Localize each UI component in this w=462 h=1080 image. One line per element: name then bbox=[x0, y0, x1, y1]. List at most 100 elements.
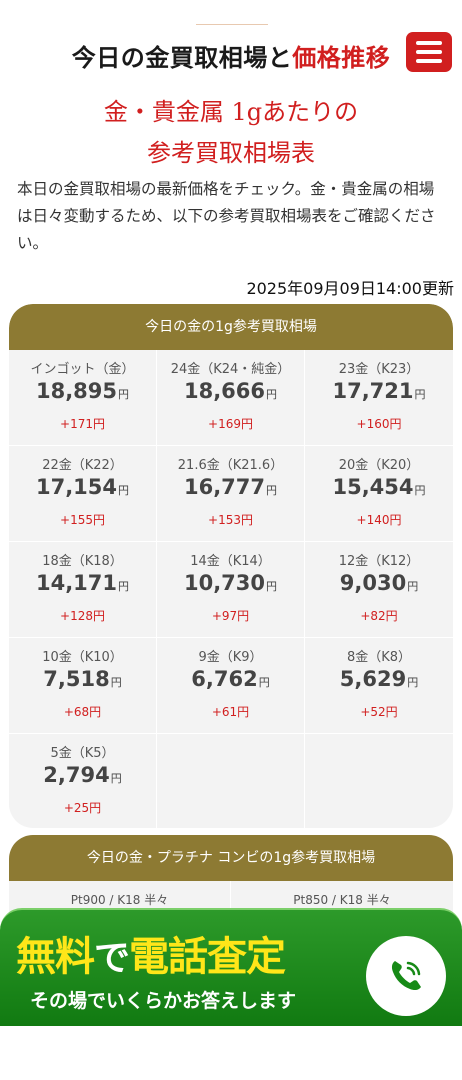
gold-price-value: 10,730円 bbox=[157, 569, 304, 599]
price-unit: 円 bbox=[110, 772, 122, 785]
price-number: 6,762 bbox=[191, 667, 258, 691]
gold-price-cell: 24金（K24・純金） 18,666円 +169円 bbox=[157, 350, 305, 446]
empty-cell bbox=[305, 734, 453, 828]
price-number: 10,730 bbox=[183, 571, 266, 595]
gold-price-value: 7,518円 bbox=[9, 665, 156, 695]
combo-price-row: Pt900 / K18 半々 Pt850 / K18 半々 bbox=[9, 881, 453, 925]
gold-type-name: 20金（K20） bbox=[338, 458, 420, 473]
gold-type-name: インゴット（金） bbox=[30, 362, 135, 377]
price-unit: 円 bbox=[407, 580, 419, 593]
price-unit: 円 bbox=[407, 676, 419, 689]
price-change: +97円 bbox=[211, 609, 250, 623]
gold-price-value: 16,777円 bbox=[157, 473, 304, 503]
price-unit: 円 bbox=[414, 388, 426, 401]
gold-type-name: 9金（K9） bbox=[198, 650, 263, 665]
gold-type-name: 21.6金（K21.6） bbox=[177, 458, 284, 473]
hamburger-line bbox=[416, 50, 442, 54]
price-change: +52円 bbox=[360, 705, 398, 719]
combo-cell-name: Pt850 / K18 半々 bbox=[293, 893, 391, 907]
phone-icon bbox=[391, 961, 421, 991]
gold-type-name: 24金（K24・純金） bbox=[170, 362, 291, 377]
gold-price-value: 17,721円 bbox=[305, 377, 453, 407]
gold-price-grid: インゴット（金） 18,895円 +171円 24金（K24・純金） 18,666円 +1… bbox=[9, 350, 453, 828]
gold-price-cell: 20金（K20） 15,454円 +140円 bbox=[305, 446, 453, 542]
price-number: 14,171 bbox=[35, 571, 118, 595]
gold-table-header: 今日の金の1g参考買取相場 bbox=[9, 304, 453, 350]
hamburger-line bbox=[416, 59, 442, 63]
hamburger-menu-icon bbox=[416, 41, 442, 45]
gold-price-cell: 10金（K10） 7,518円 +68円 bbox=[9, 638, 157, 734]
decorative-divider bbox=[196, 24, 268, 25]
cta-phone-appraisal: 電話査定 bbox=[129, 934, 286, 980]
gold-price-cell: インゴット（金） 18,895円 +171円 bbox=[9, 350, 157, 446]
price-change: +171円 bbox=[60, 417, 105, 431]
gold-price-table: 今日の金の1g参考買取相場 インゴット（金） 18,895円 +171円 24金（K2… bbox=[9, 304, 453, 828]
price-number: 5,629 bbox=[339, 667, 407, 691]
gold-price-value: 17,154円 bbox=[9, 473, 156, 503]
price-change: +61円 bbox=[211, 705, 250, 719]
price-unit: 円 bbox=[266, 388, 278, 401]
price-change: +140円 bbox=[356, 513, 402, 527]
price-unit: 円 bbox=[110, 676, 122, 689]
page-title-main: 今日の金買取相場と bbox=[71, 44, 293, 72]
cta-de: で bbox=[94, 938, 130, 979]
gold-type-name: 18金（K18） bbox=[42, 554, 123, 569]
price-unit: 円 bbox=[266, 484, 278, 497]
gold-price-cell: 23金（K23） 17,721円 +160円 bbox=[305, 350, 453, 446]
price-number: 16,777 bbox=[183, 475, 266, 499]
price-change: +128円 bbox=[60, 609, 105, 623]
intro-text: 本日の金買取相場の最新価格をチェック。金・貴金属の相場は日々変動するため、以下の… bbox=[17, 180, 436, 252]
gold-price-value: 5,629円 bbox=[305, 665, 453, 695]
gold-price-cell: 5金（K5） 2,794円 +25円 bbox=[9, 734, 157, 828]
gold-price-value: 2,794円 bbox=[9, 761, 156, 791]
price-change: +25円 bbox=[63, 801, 102, 815]
price-number: 18,895 bbox=[35, 379, 118, 403]
gold-price-cell: 18金（K18） 14,171円 +128円 bbox=[9, 542, 157, 638]
menu-button[interactable] bbox=[406, 32, 452, 72]
updated-timestamp: 2025年09月09日14:00更新 bbox=[246, 279, 454, 298]
price-unit: 円 bbox=[118, 388, 130, 401]
section-subtitle-line2: 参考買取相場表 bbox=[147, 139, 315, 167]
price-change: +155円 bbox=[60, 513, 105, 527]
gold-price-value: 6,762円 bbox=[157, 665, 304, 695]
gold-type-name: 8金（K8） bbox=[346, 650, 412, 665]
gold-price-cell: 22金（K22） 17,154円 +155円 bbox=[9, 446, 157, 542]
cta-free: 無料 bbox=[16, 934, 95, 980]
gold-price-cell: 21.6金（K21.6） 16,777円 +153円 bbox=[157, 446, 305, 542]
gold-type-name: 23金（K23） bbox=[338, 362, 420, 377]
gold-price-cell: 9金（K9） 6,762円 +61円 bbox=[157, 638, 305, 734]
gold-type-name: 22金（K22） bbox=[42, 458, 123, 473]
phone-appraisal-banner[interactable]: 無料で電話査定 その場でいくらかお答えします bbox=[0, 908, 462, 1026]
price-unit: 円 bbox=[118, 484, 130, 497]
page-title: 今日の金買取相場と価格推移 bbox=[0, 38, 462, 73]
gold-price-value: 14,171円 bbox=[9, 569, 156, 599]
price-number: 17,721 bbox=[332, 379, 414, 403]
gold-type-name: 10金（K10） bbox=[42, 650, 123, 665]
empty-cell bbox=[157, 734, 305, 828]
gold-price-value: 9,030円 bbox=[305, 569, 453, 599]
gold-price-value: 18,895円 bbox=[9, 377, 156, 407]
price-unit: 円 bbox=[266, 580, 278, 593]
cta-subtext: その場でいくらかお答えします bbox=[30, 990, 297, 1012]
gold-type-name: 5金（K5） bbox=[50, 746, 115, 761]
combo-table-header: 今日の金・プラチナ コンビの1g参考買取相場 bbox=[9, 835, 453, 881]
gold-price-value: 18,666円 bbox=[157, 377, 304, 407]
price-change: +160円 bbox=[356, 417, 402, 431]
price-unit: 円 bbox=[414, 484, 426, 497]
cta-headline: 無料で電話査定 bbox=[16, 924, 286, 982]
price-change: +153円 bbox=[208, 513, 253, 527]
price-unit: 円 bbox=[258, 676, 270, 689]
price-number: 9,030 bbox=[339, 571, 407, 595]
price-unit: 円 bbox=[118, 580, 130, 593]
gold-type-name: 14金（K14） bbox=[190, 554, 271, 569]
price-change: +68円 bbox=[63, 705, 102, 719]
price-number: 15,454 bbox=[332, 475, 414, 499]
price-number: 18,666 bbox=[183, 379, 266, 403]
phone-call-button[interactable] bbox=[366, 936, 446, 1016]
gold-price-cell: 8金（K8） 5,629円 +52円 bbox=[305, 638, 453, 734]
price-change: +82円 bbox=[360, 609, 398, 623]
price-number: 2,794 bbox=[43, 763, 110, 787]
combo-cell-name: Pt900 / K18 半々 bbox=[9, 881, 231, 925]
price-number: 7,518 bbox=[43, 667, 110, 691]
gold-price-cell: 14金（K14） 10,730円 +97円 bbox=[157, 542, 305, 638]
